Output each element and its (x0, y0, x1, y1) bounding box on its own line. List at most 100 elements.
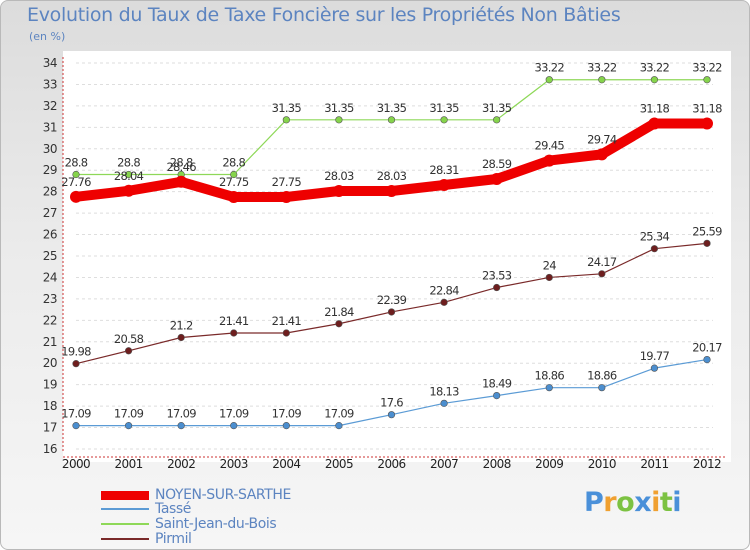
y-tick-label: 24 (43, 270, 57, 284)
logo-letter: t (659, 487, 673, 518)
data-label: 28.8 (65, 156, 88, 170)
y-tick-label: 22 (43, 313, 57, 327)
data-point (387, 308, 396, 316)
data-point (335, 422, 343, 430)
data-point (282, 422, 290, 430)
data-label: 24.17 (587, 255, 617, 269)
data-label: 22.84 (429, 283, 459, 297)
y-tick-label: 31 (43, 120, 57, 134)
data-point (335, 116, 343, 124)
data-point (332, 185, 345, 198)
data-label: 17.09 (114, 407, 144, 421)
y-tick-label: 32 (43, 99, 57, 113)
x-tick-label: 2010 (588, 457, 616, 471)
data-label: 31.18 (640, 101, 670, 115)
legend-swatch (101, 538, 149, 540)
logo-letter: x (634, 487, 652, 518)
y-tick-label: 21 (43, 335, 57, 349)
data-point (175, 175, 188, 188)
x-tick-label: 2009 (535, 457, 563, 471)
data-point (387, 411, 396, 419)
y-tick-label: 20 (43, 356, 57, 370)
proxiti-logo: Proxiti (584, 487, 682, 518)
data-label: 19.98 (61, 345, 91, 359)
chart-title: Evolution du Taux de Taxe Foncière sur l… (27, 4, 621, 26)
data-point (703, 355, 711, 364)
data-point (387, 116, 396, 124)
data-label: 17.09 (324, 407, 354, 421)
data-point (124, 347, 133, 355)
data-label: 20.17 (692, 341, 722, 355)
data-point (595, 148, 608, 161)
data-label: 28.8 (222, 156, 245, 170)
data-point (650, 364, 659, 372)
data-label: 22.39 (377, 293, 407, 307)
legend-label: Saint-Jean-du-Bois (155, 516, 277, 532)
data-label: 21.41 (219, 314, 249, 328)
data-point (230, 422, 238, 430)
data-point (598, 76, 606, 84)
data-point (545, 76, 553, 84)
data-label: 28.8 (117, 156, 140, 170)
data-point (72, 360, 80, 368)
data-label: 31.35 (482, 101, 512, 115)
data-point (124, 170, 133, 179)
data-label: 28.03 (324, 169, 354, 183)
data-point (543, 154, 556, 167)
data-label: 18.86 (535, 369, 565, 383)
legend-label: Tassé (155, 501, 192, 517)
data-point (703, 76, 711, 84)
data-label: 33.22 (535, 61, 565, 75)
y-tick-label: 27 (43, 206, 57, 220)
data-label: 28.03 (377, 169, 407, 183)
data-point (385, 185, 398, 198)
x-tick-label: 2004 (272, 457, 300, 471)
data-point (438, 179, 451, 192)
data-label: 28.31 (429, 163, 459, 177)
data-label: 17.09 (219, 407, 249, 421)
data-point (177, 333, 185, 342)
data-label: 31.35 (272, 101, 302, 115)
data-label: 31.18 (692, 101, 722, 115)
data-point (648, 117, 661, 130)
data-point (282, 116, 290, 124)
y-tick-label: 26 (43, 228, 57, 242)
legend-swatch (101, 508, 149, 510)
data-label: 29.74 (587, 132, 617, 146)
data-point (70, 190, 82, 203)
data-label: 28.8 (170, 156, 193, 170)
data-label: 31.35 (377, 101, 407, 115)
data-point (701, 117, 713, 130)
data-label: 31.35 (324, 101, 354, 115)
legend-entry: Tassé (101, 501, 192, 517)
data-point (493, 283, 501, 292)
data-point (650, 245, 659, 253)
data-label: 20.58 (114, 332, 144, 346)
y-tick-label: 17 (43, 421, 57, 435)
data-label: 27.75 (272, 175, 302, 189)
data-point (490, 173, 503, 186)
x-tick-label: 2003 (220, 457, 248, 471)
data-point (598, 384, 606, 392)
data-point (227, 191, 240, 204)
data-point (440, 116, 448, 124)
x-tick-label: 2002 (167, 457, 195, 471)
data-label: 17.09 (61, 407, 91, 421)
data-point (124, 422, 133, 430)
data-label: 24 (543, 258, 557, 272)
y-tick-label: 23 (43, 292, 57, 306)
y-tick-label: 16 (43, 442, 57, 456)
data-label: 19.77 (640, 349, 670, 363)
logo-letter: o (616, 487, 635, 518)
logo-letter: i (651, 487, 660, 518)
data-label: 27.75 (219, 175, 249, 189)
data-label: 29.45 (535, 139, 565, 153)
data-point (122, 184, 135, 197)
data-label: 25.34 (640, 230, 670, 244)
data-label: 33.22 (692, 61, 722, 75)
x-tick-label: 2012 (693, 457, 721, 471)
data-label: 17.09 (272, 407, 302, 421)
legend-entry: NOYEN-SUR-SARTHE (101, 487, 291, 503)
data-label: 18.13 (429, 384, 459, 398)
